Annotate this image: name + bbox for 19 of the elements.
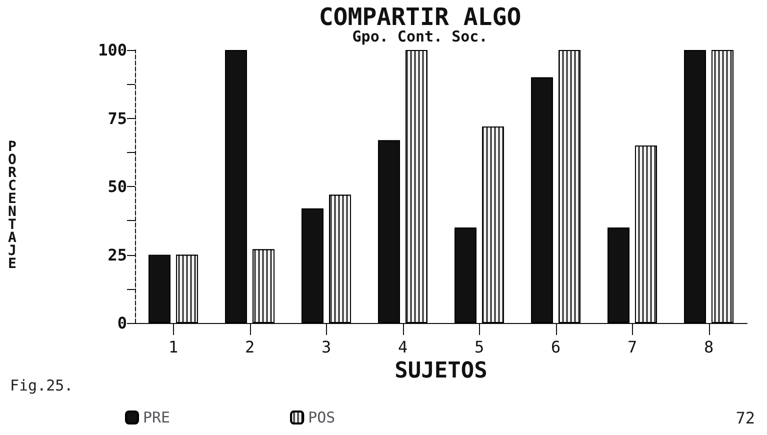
- text: PORCENTAJE: [8, 139, 16, 272]
- x-axis-title: SUJETOS: [394, 358, 488, 384]
- x-tick-label: 5: [474, 338, 484, 356]
- x-tick-label: 6: [550, 338, 561, 356]
- y-tick-label: 0: [117, 314, 127, 332]
- x-tick-label: 1: [168, 338, 178, 356]
- legend-label: POS: [308, 408, 336, 426]
- caption: Fig.25.: [10, 376, 74, 394]
- legend-label: PRE: [143, 408, 170, 426]
- x-tick-label: 7: [627, 338, 638, 356]
- x-tick-label: 8: [704, 338, 714, 356]
- y-tick-label: 100: [98, 40, 127, 60]
- x-tick-label: 4: [398, 338, 408, 356]
- y-tick-label: 25: [108, 245, 127, 264]
- y-tick-label: 50: [108, 177, 127, 196]
- y-tick-label: 75: [108, 108, 127, 128]
- x-tick-label: 3: [321, 338, 332, 356]
- x-tick-label: 2: [244, 338, 255, 356]
- text: 72: [736, 408, 755, 428]
